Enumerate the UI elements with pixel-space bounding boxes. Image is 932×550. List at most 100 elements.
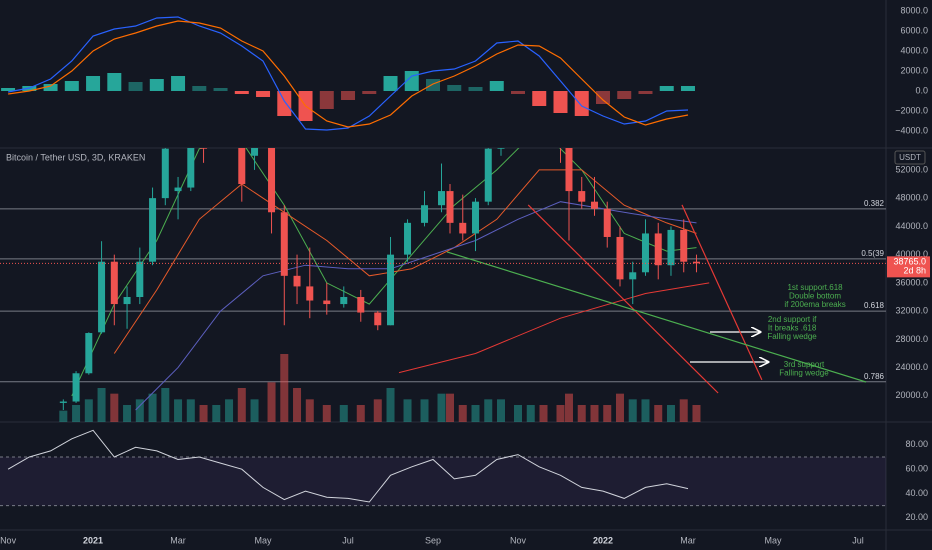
y-tick-label: 44000.0 bbox=[895, 221, 928, 231]
symbol-title: Bitcoin / Tether USD, 3D, KRAKEN bbox=[6, 152, 145, 162]
candle-body bbox=[268, 148, 276, 213]
histogram-bar bbox=[404, 71, 419, 91]
fib-label: 0.786 bbox=[864, 372, 885, 381]
y-tick-label: 24000.0 bbox=[895, 362, 928, 372]
volume-bar bbox=[603, 405, 612, 422]
candle-body bbox=[161, 148, 169, 199]
candle-body bbox=[323, 300, 331, 305]
candle-body bbox=[251, 148, 259, 156]
candle-body bbox=[578, 191, 586, 202]
volume-bar bbox=[280, 354, 289, 422]
y-tick-label: 48000.0 bbox=[895, 193, 928, 203]
histogram-bar bbox=[680, 86, 695, 91]
candle-body bbox=[85, 333, 93, 374]
candle-body bbox=[565, 148, 573, 192]
volume-bar bbox=[186, 399, 195, 422]
macd-line bbox=[8, 20, 689, 128]
histogram-bar bbox=[617, 91, 632, 99]
candle-body bbox=[187, 148, 195, 188]
histogram-bar bbox=[213, 88, 228, 91]
volume-bar bbox=[577, 405, 586, 422]
volume-bar bbox=[497, 399, 506, 422]
volume-bar bbox=[692, 405, 701, 422]
candle-body bbox=[293, 275, 301, 287]
volume-bar bbox=[666, 405, 675, 422]
x-tick-label: Jul bbox=[342, 535, 354, 545]
candle-body bbox=[174, 187, 182, 192]
volume-bar bbox=[590, 405, 599, 422]
countdown: 2d 8h bbox=[903, 266, 926, 276]
y-tick-label: 40.00 bbox=[905, 488, 928, 498]
x-tick-label: Mar bbox=[680, 535, 696, 545]
histogram-bar bbox=[574, 91, 589, 116]
candle-body bbox=[459, 222, 467, 234]
volume-bar bbox=[59, 410, 68, 422]
histogram-bar bbox=[277, 91, 292, 116]
y-tick-label: 2000.0 bbox=[900, 65, 928, 75]
x-tick-label: Jul bbox=[852, 535, 864, 545]
candle-body bbox=[438, 191, 446, 206]
candle-body bbox=[123, 297, 131, 305]
volume-bar bbox=[97, 388, 106, 422]
volume-bar bbox=[654, 405, 663, 422]
volume-bar bbox=[556, 405, 565, 422]
candle-body bbox=[404, 222, 412, 255]
histogram-bar bbox=[447, 85, 462, 91]
volume-bar bbox=[212, 405, 221, 422]
candle-body bbox=[149, 198, 157, 262]
candle-body bbox=[280, 212, 288, 276]
x-tick-label: May bbox=[255, 535, 273, 545]
histogram-bar bbox=[192, 86, 207, 91]
candle-body bbox=[654, 233, 662, 266]
volume-bar bbox=[446, 393, 455, 422]
x-tick-label: 2021 bbox=[83, 535, 103, 545]
y-tick-label: 6000.0 bbox=[900, 25, 928, 35]
volume-bar bbox=[225, 399, 234, 422]
histogram-bar bbox=[489, 81, 504, 91]
candle-body bbox=[421, 205, 429, 223]
x-tick-label: Sep bbox=[425, 535, 441, 545]
histogram-bar bbox=[128, 82, 143, 91]
volume-bar bbox=[458, 405, 467, 422]
volume-bar bbox=[293, 388, 302, 422]
moving-average bbox=[398, 282, 710, 374]
candle-body bbox=[306, 286, 314, 301]
volume-bar bbox=[250, 399, 259, 422]
y-tick-label: 60.00 bbox=[905, 464, 928, 474]
volume-bar bbox=[628, 399, 637, 422]
histogram-bar bbox=[171, 76, 186, 91]
trendline bbox=[446, 251, 867, 383]
y-tick-label: 8000.0 bbox=[900, 5, 928, 15]
y-tick-label: 28000.0 bbox=[895, 334, 928, 344]
volume-bar bbox=[373, 399, 382, 422]
volume-bar bbox=[161, 388, 170, 422]
histogram-bar bbox=[86, 76, 101, 91]
x-tick-label: Nov bbox=[510, 535, 527, 545]
candle-body bbox=[72, 373, 80, 402]
volume-bar bbox=[615, 393, 624, 422]
volume-bar bbox=[514, 405, 523, 422]
volume-bar bbox=[471, 405, 480, 422]
volume-bar bbox=[267, 382, 276, 422]
volume-bar bbox=[110, 393, 119, 422]
fib-label: 0.5(39 bbox=[861, 249, 884, 258]
volume-bar bbox=[679, 399, 688, 422]
candle-body bbox=[200, 148, 208, 149]
annotation: 3rd support bbox=[784, 360, 825, 369]
x-tick-label: May bbox=[764, 535, 782, 545]
macd-pane bbox=[1, 16, 695, 131]
volume-bar bbox=[135, 399, 144, 422]
candle-body bbox=[692, 261, 700, 264]
histogram-bar bbox=[107, 73, 122, 91]
y-tick-label: 40000.0 bbox=[895, 249, 928, 259]
last-price-box bbox=[887, 256, 930, 278]
rsi-pane bbox=[0, 429, 886, 507]
volume-bar bbox=[484, 399, 493, 422]
histogram-bar bbox=[383, 76, 398, 91]
histogram-bar bbox=[426, 79, 441, 91]
candle-body bbox=[387, 254, 395, 326]
volume-bar bbox=[564, 393, 573, 422]
volume-bar bbox=[237, 388, 246, 422]
histogram-bar bbox=[553, 91, 568, 113]
